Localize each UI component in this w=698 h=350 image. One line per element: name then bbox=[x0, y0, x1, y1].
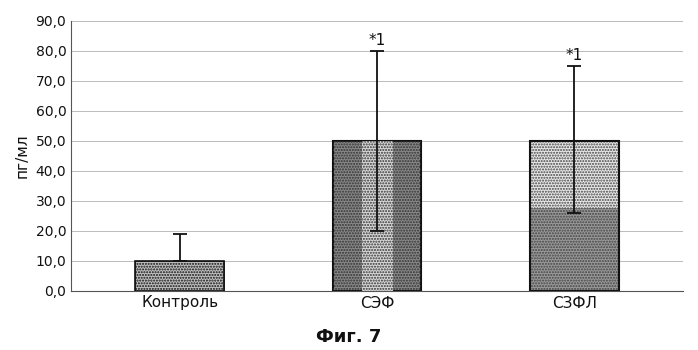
Y-axis label: пг/мл: пг/мл bbox=[15, 133, 30, 178]
Bar bbox=[530, 141, 619, 208]
Bar bbox=[333, 141, 422, 290]
Text: *1: *1 bbox=[566, 48, 583, 63]
Bar bbox=[362, 141, 393, 290]
Text: Фиг. 7: Фиг. 7 bbox=[316, 329, 382, 346]
Bar bbox=[530, 141, 619, 290]
Bar bbox=[135, 261, 224, 290]
Bar bbox=[530, 141, 619, 290]
Bar bbox=[333, 141, 422, 290]
Bar bbox=[135, 261, 224, 290]
Bar bbox=[530, 208, 619, 290]
Text: *1: *1 bbox=[369, 33, 386, 48]
